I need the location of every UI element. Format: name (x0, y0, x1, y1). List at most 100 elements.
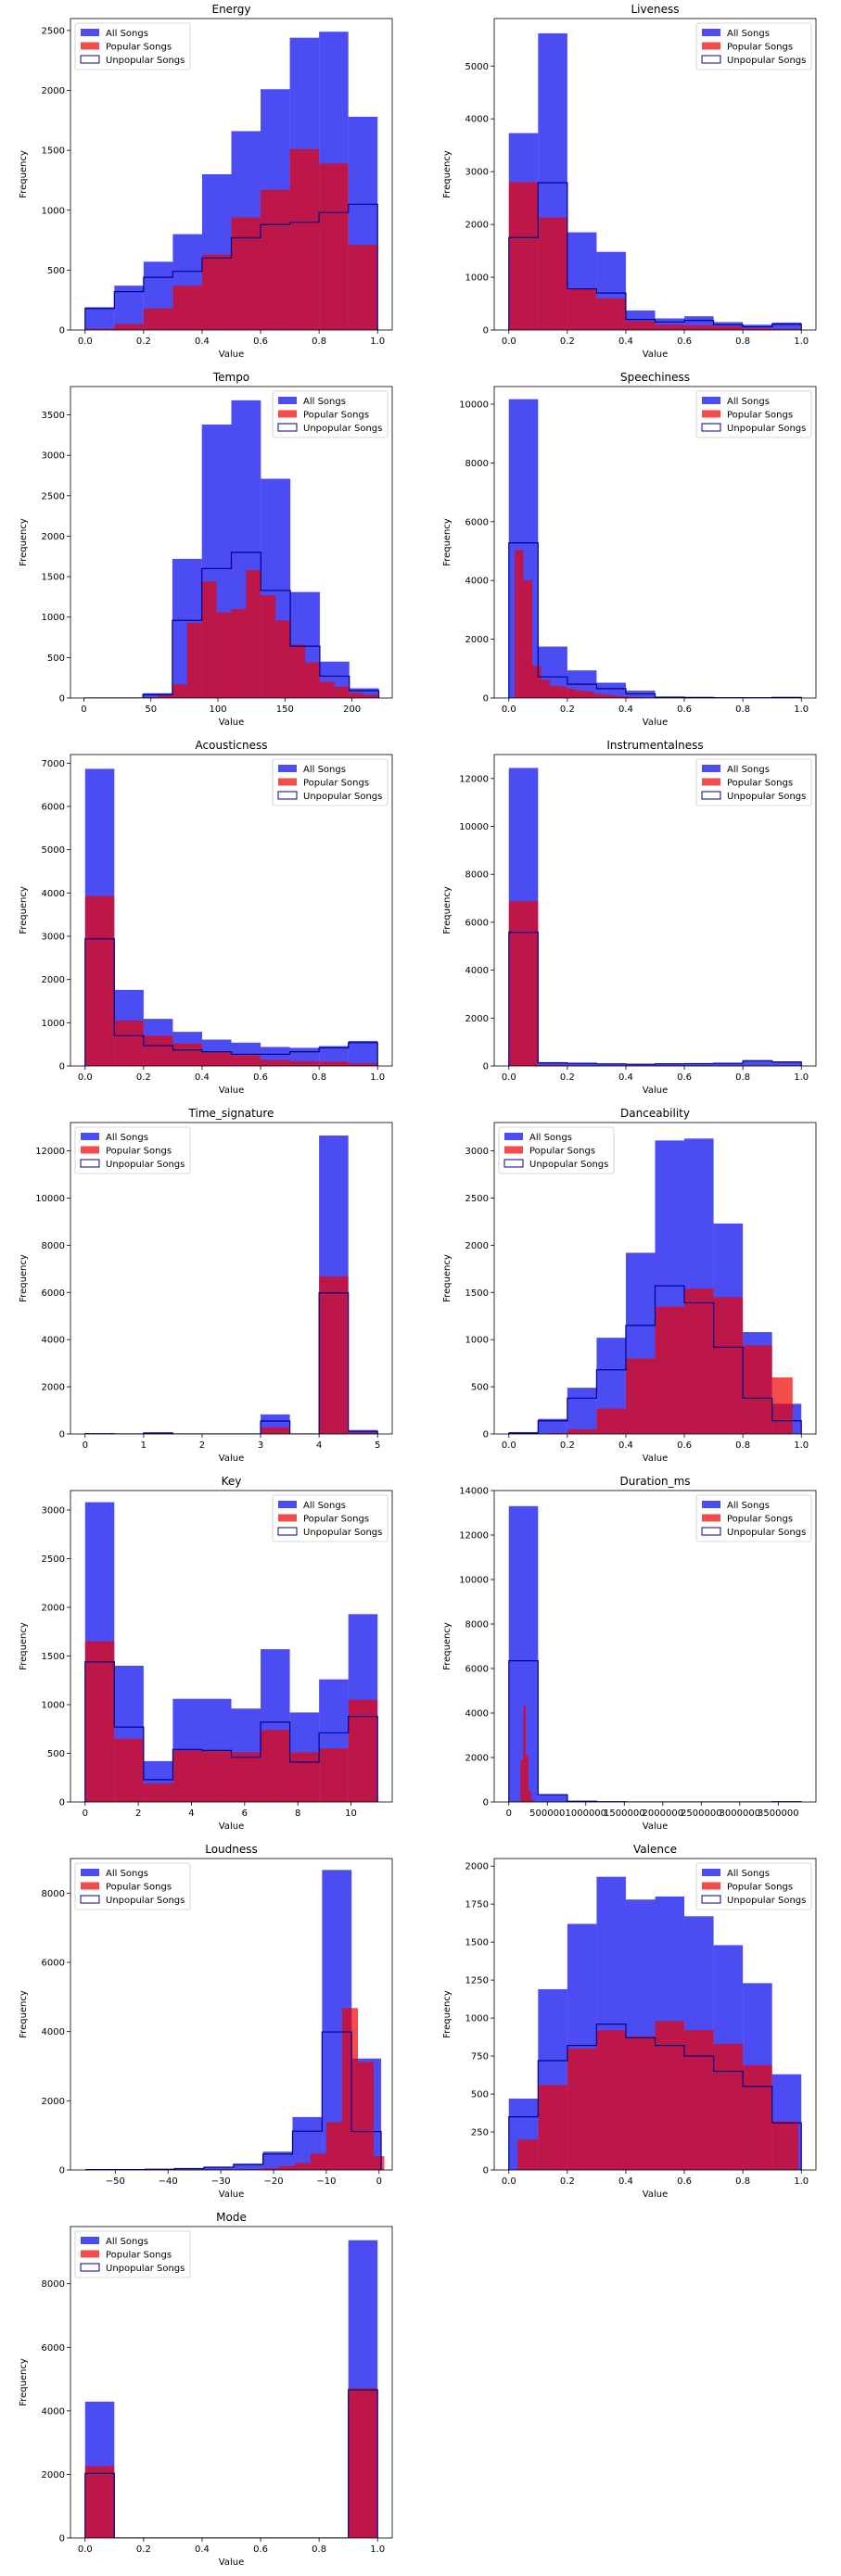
x-tick-label: 0.0 (502, 1072, 516, 1083)
x-tick-label: 0 (81, 704, 86, 715)
bar-popular-songs (319, 1275, 349, 1434)
y-tick-label: 0 (483, 1430, 489, 1440)
legend: All Songs Popular Songs Unpopular Songs (695, 22, 812, 70)
bar-popular-songs (611, 695, 620, 698)
x-tick-label: 0.6 (253, 1072, 268, 1083)
bar-popular-songs (593, 693, 603, 698)
bar-all-songs (348, 1429, 378, 1434)
x-tick-label: 2500000 (681, 1808, 722, 1819)
bar-popular-songs (348, 2388, 378, 2538)
legend: All Songs Popular Songs Unpopular Songs (74, 2230, 191, 2278)
bar-popular-songs (319, 1061, 349, 1066)
y-tick-label: 8000 (42, 2279, 65, 2290)
x-tick-label: 1.0 (794, 336, 809, 347)
bar-popular-songs (319, 681, 335, 698)
legend-label: Unpopular Songs (303, 792, 382, 802)
legend-label: Unpopular Songs (727, 1528, 806, 1538)
legend-swatch-all-songs (81, 1869, 99, 1876)
legend-box (695, 390, 812, 438)
plot-area (84, 1502, 378, 1802)
chart-panel-key: 0 2 4 6 8 10 0 500 1000 1500 2000 2500 3000 Key Value F… (19, 1475, 393, 1832)
legend-label: All Songs (727, 765, 770, 775)
bar-all-songs (84, 307, 115, 330)
plot-area (83, 400, 380, 698)
bar-popular-songs (261, 1730, 290, 1802)
step-unpopular-songs (84, 203, 378, 330)
chart-title: Instrumentalness (606, 739, 703, 752)
y-tick-label: 2000 (42, 532, 65, 542)
legend-box (695, 1862, 812, 1910)
legend-swatch-all-songs (81, 1133, 99, 1140)
series-popular-songs (520, 1706, 534, 1802)
bar-popular-songs (625, 2036, 656, 2170)
y-tick-label: 6000 (465, 1665, 489, 1675)
bar-popular-songs (596, 298, 626, 330)
legend-label: Popular Songs (303, 411, 369, 421)
y-tick-label: 2000 (465, 1014, 489, 1024)
y-tick-label: 1000 (465, 1336, 489, 1346)
axes-frame (493, 1490, 817, 1803)
bar-popular-songs (289, 1752, 320, 1802)
legend-label: Popular Songs (727, 411, 793, 421)
x-tick-label: 0 (83, 1440, 88, 1451)
legend-swatch-all-songs (702, 1869, 720, 1876)
y-tick-label: 250 (471, 2128, 489, 2138)
legend-swatch-unpopular-songs (277, 423, 298, 432)
bar-popular-songs (713, 2043, 744, 2170)
bar-popular-songs (771, 2121, 799, 2170)
legend-box (74, 2230, 191, 2278)
chart-panel-liveness: 0.0 0.2 0.4 0.6 0.8 1.0 0 1000 2000 3000 4000 5000 L… (442, 3, 817, 360)
y-tick-label: 4000 (465, 1709, 489, 1719)
x-tick-label: 1.0 (370, 336, 385, 347)
bar-popular-songs (289, 1060, 320, 1066)
legend-label: Popular Songs (727, 1883, 793, 1893)
bar-all-songs (262, 2151, 293, 2170)
x-tick-label: 0.4 (195, 336, 210, 347)
legend-swatch-all-songs (702, 1501, 720, 1508)
y-tick-label: 0 (483, 326, 489, 336)
legend-swatch-unpopular-songs (277, 791, 298, 800)
y-tick-label: 0 (483, 2166, 489, 2176)
series-popular-songs (84, 2388, 378, 2538)
plot-area (508, 1138, 802, 1434)
bar-popular-songs (526, 1755, 529, 1802)
legend: All Songs Popular Songs Unpopular Songs (74, 22, 191, 70)
step-unpopular-songs (508, 2024, 802, 2170)
y-tick-label: 7000 (42, 759, 65, 769)
bar-popular-songs (546, 1432, 567, 1434)
x-tick-label: 200 (343, 704, 361, 715)
chart-title: Key (222, 1475, 242, 1488)
y-tick-label: 3000 (465, 168, 489, 178)
y-tick-label: 2000 (465, 221, 489, 231)
chart-panel-acousticness: 0.0 0.2 0.4 0.6 0.8 1.0 0 1000 2000 3000 4000 5000 6… (19, 739, 393, 1096)
bar-popular-songs (567, 689, 577, 698)
bar-all-songs (771, 323, 802, 330)
legend-label: Unpopular Songs (303, 424, 382, 434)
y-tick-label: 6000 (42, 1959, 65, 1969)
legend-swatch-unpopular-songs (80, 1895, 100, 1904)
chart-title: Energy (211, 3, 250, 16)
chart-panel-speechiness: 0.0 0.2 0.4 0.6 0.8 1.0 0 2000 4000 6000 8000 10000… (442, 371, 817, 728)
y-tick-label: 2000 (42, 1383, 65, 1393)
bar-popular-songs (348, 245, 378, 330)
chart-panel-tempo: 0 50 100 150 2000500100015002000250030003500… (19, 371, 393, 728)
y-tick-label: 6000 (42, 2343, 65, 2354)
legend-label: Unpopular Songs (727, 56, 806, 66)
legend: All Songs Popular Songs Unpopular Songs (695, 390, 812, 438)
bar-popular-songs (201, 1052, 232, 1066)
bar-popular-songs (713, 326, 744, 330)
series-popular-songs (231, 2008, 385, 2170)
bar-all-songs (203, 2166, 234, 2170)
legend-swatch-popular-songs (278, 410, 297, 418)
y-axis-label: Frequency (442, 1254, 452, 1302)
x-tick-label: 0.6 (677, 704, 692, 715)
legend-box (74, 1126, 191, 1174)
x-tick-label: 0.0 (78, 2544, 93, 2555)
x-tick-label: 3000000 (720, 1808, 761, 1819)
bar-popular-songs (325, 2122, 342, 2170)
bar-popular-songs (684, 324, 714, 330)
legend-box (272, 1494, 389, 1542)
y-tick-label: 1500 (465, 1938, 489, 1948)
bar-popular-songs (538, 1064, 567, 1066)
legend-swatch-unpopular-songs (80, 2263, 100, 2272)
